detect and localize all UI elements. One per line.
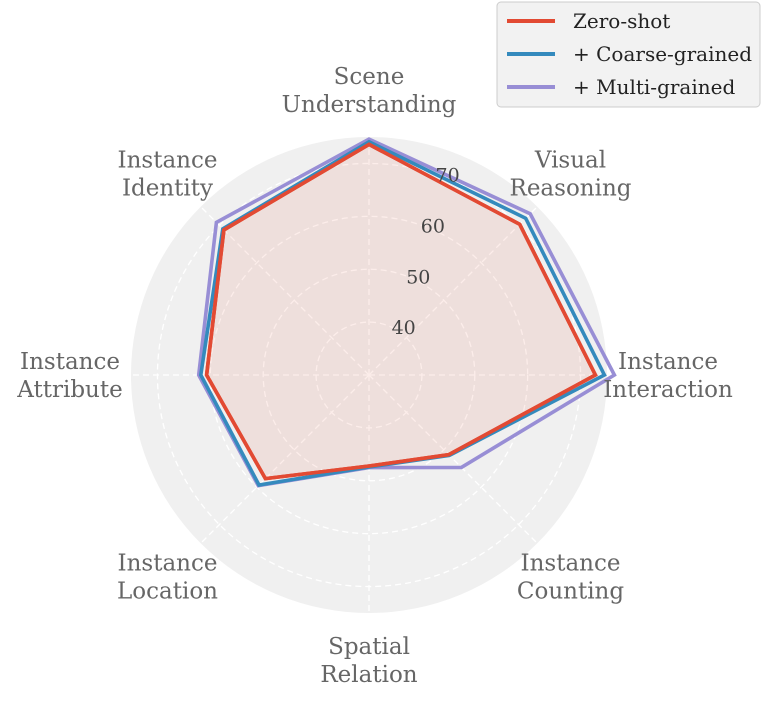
legend-label-multi-grained: + Multi-grained <box>573 75 735 99</box>
series-line-zero-shot-top <box>204 142 598 481</box>
grid-circle-60 <box>209 215 529 535</box>
category-label-instance-location: Instance Location <box>117 551 218 605</box>
category-label-scene-understanding: Scene Understanding <box>282 64 457 118</box>
category-label-instance-interaction: Instance Interaction <box>603 349 733 403</box>
legend-label-zero-shot: Zero-shot <box>573 9 670 33</box>
category-label-spatial-relation: Spatial Relation <box>320 634 417 688</box>
radial-tick-label: 70 <box>436 165 460 187</box>
legend-label-coarse-grained: + Coarse-grained <box>573 42 752 66</box>
category-label-visual-reasoning: Visual Reasoning <box>510 148 632 202</box>
category-label-instance-attribute: Instance Attribute <box>16 349 122 403</box>
category-label-instance-identity: Instance Identity <box>118 148 218 202</box>
radial-tick-label: 50 <box>406 266 430 288</box>
category-label-instance-counting: Instance Counting <box>517 551 624 605</box>
radial-tick-label: 40 <box>392 317 416 339</box>
series-fill-zero-shot <box>206 144 596 479</box>
radial-tick-label: 60 <box>421 216 445 238</box>
legend-box <box>496 1 761 108</box>
